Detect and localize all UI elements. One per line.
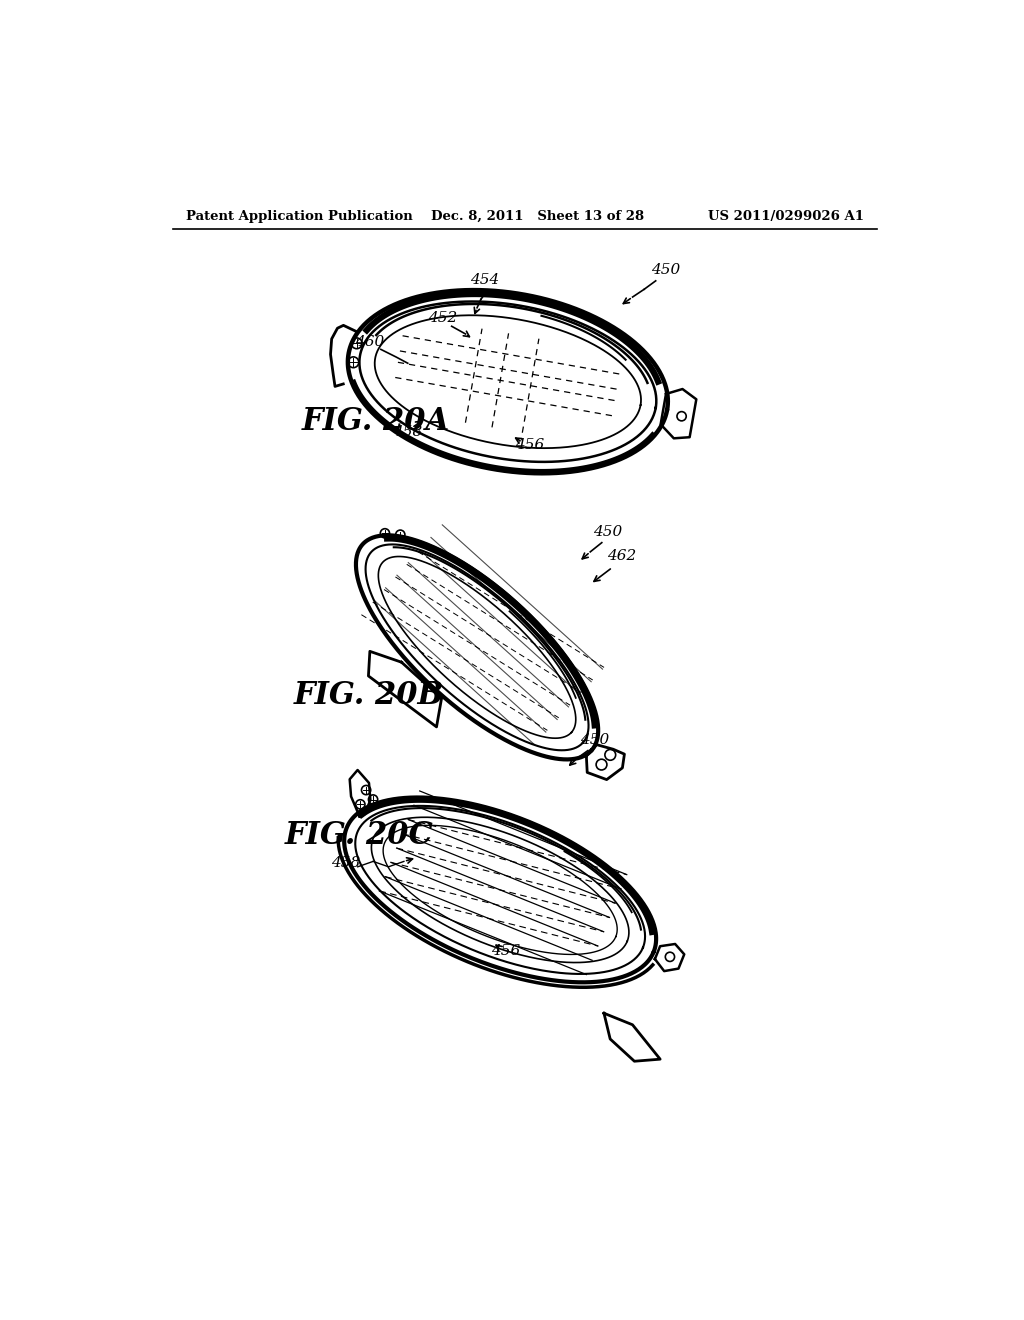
- Text: 450: 450: [651, 263, 680, 277]
- Text: 450: 450: [581, 733, 609, 747]
- Text: FIG. 20C: FIG. 20C: [285, 821, 433, 851]
- Text: FIG. 20B: FIG. 20B: [294, 680, 444, 711]
- Text: 460: 460: [354, 334, 384, 348]
- Text: Patent Application Publication: Patent Application Publication: [186, 210, 413, 223]
- Text: 450: 450: [593, 525, 623, 539]
- Text: FIG. 20A: FIG. 20A: [301, 407, 450, 437]
- Text: US 2011/0299026 A1: US 2011/0299026 A1: [708, 210, 864, 223]
- Text: 456: 456: [515, 438, 544, 453]
- Text: 454: 454: [470, 273, 500, 286]
- Text: 458: 458: [332, 855, 360, 870]
- Text: Dec. 8, 2011   Sheet 13 of 28: Dec. 8, 2011 Sheet 13 of 28: [431, 210, 644, 223]
- Text: 456: 456: [490, 944, 520, 958]
- Text: 462: 462: [607, 549, 637, 564]
- Text: 452: 452: [428, 312, 457, 326]
- Text: 458: 458: [393, 425, 422, 438]
